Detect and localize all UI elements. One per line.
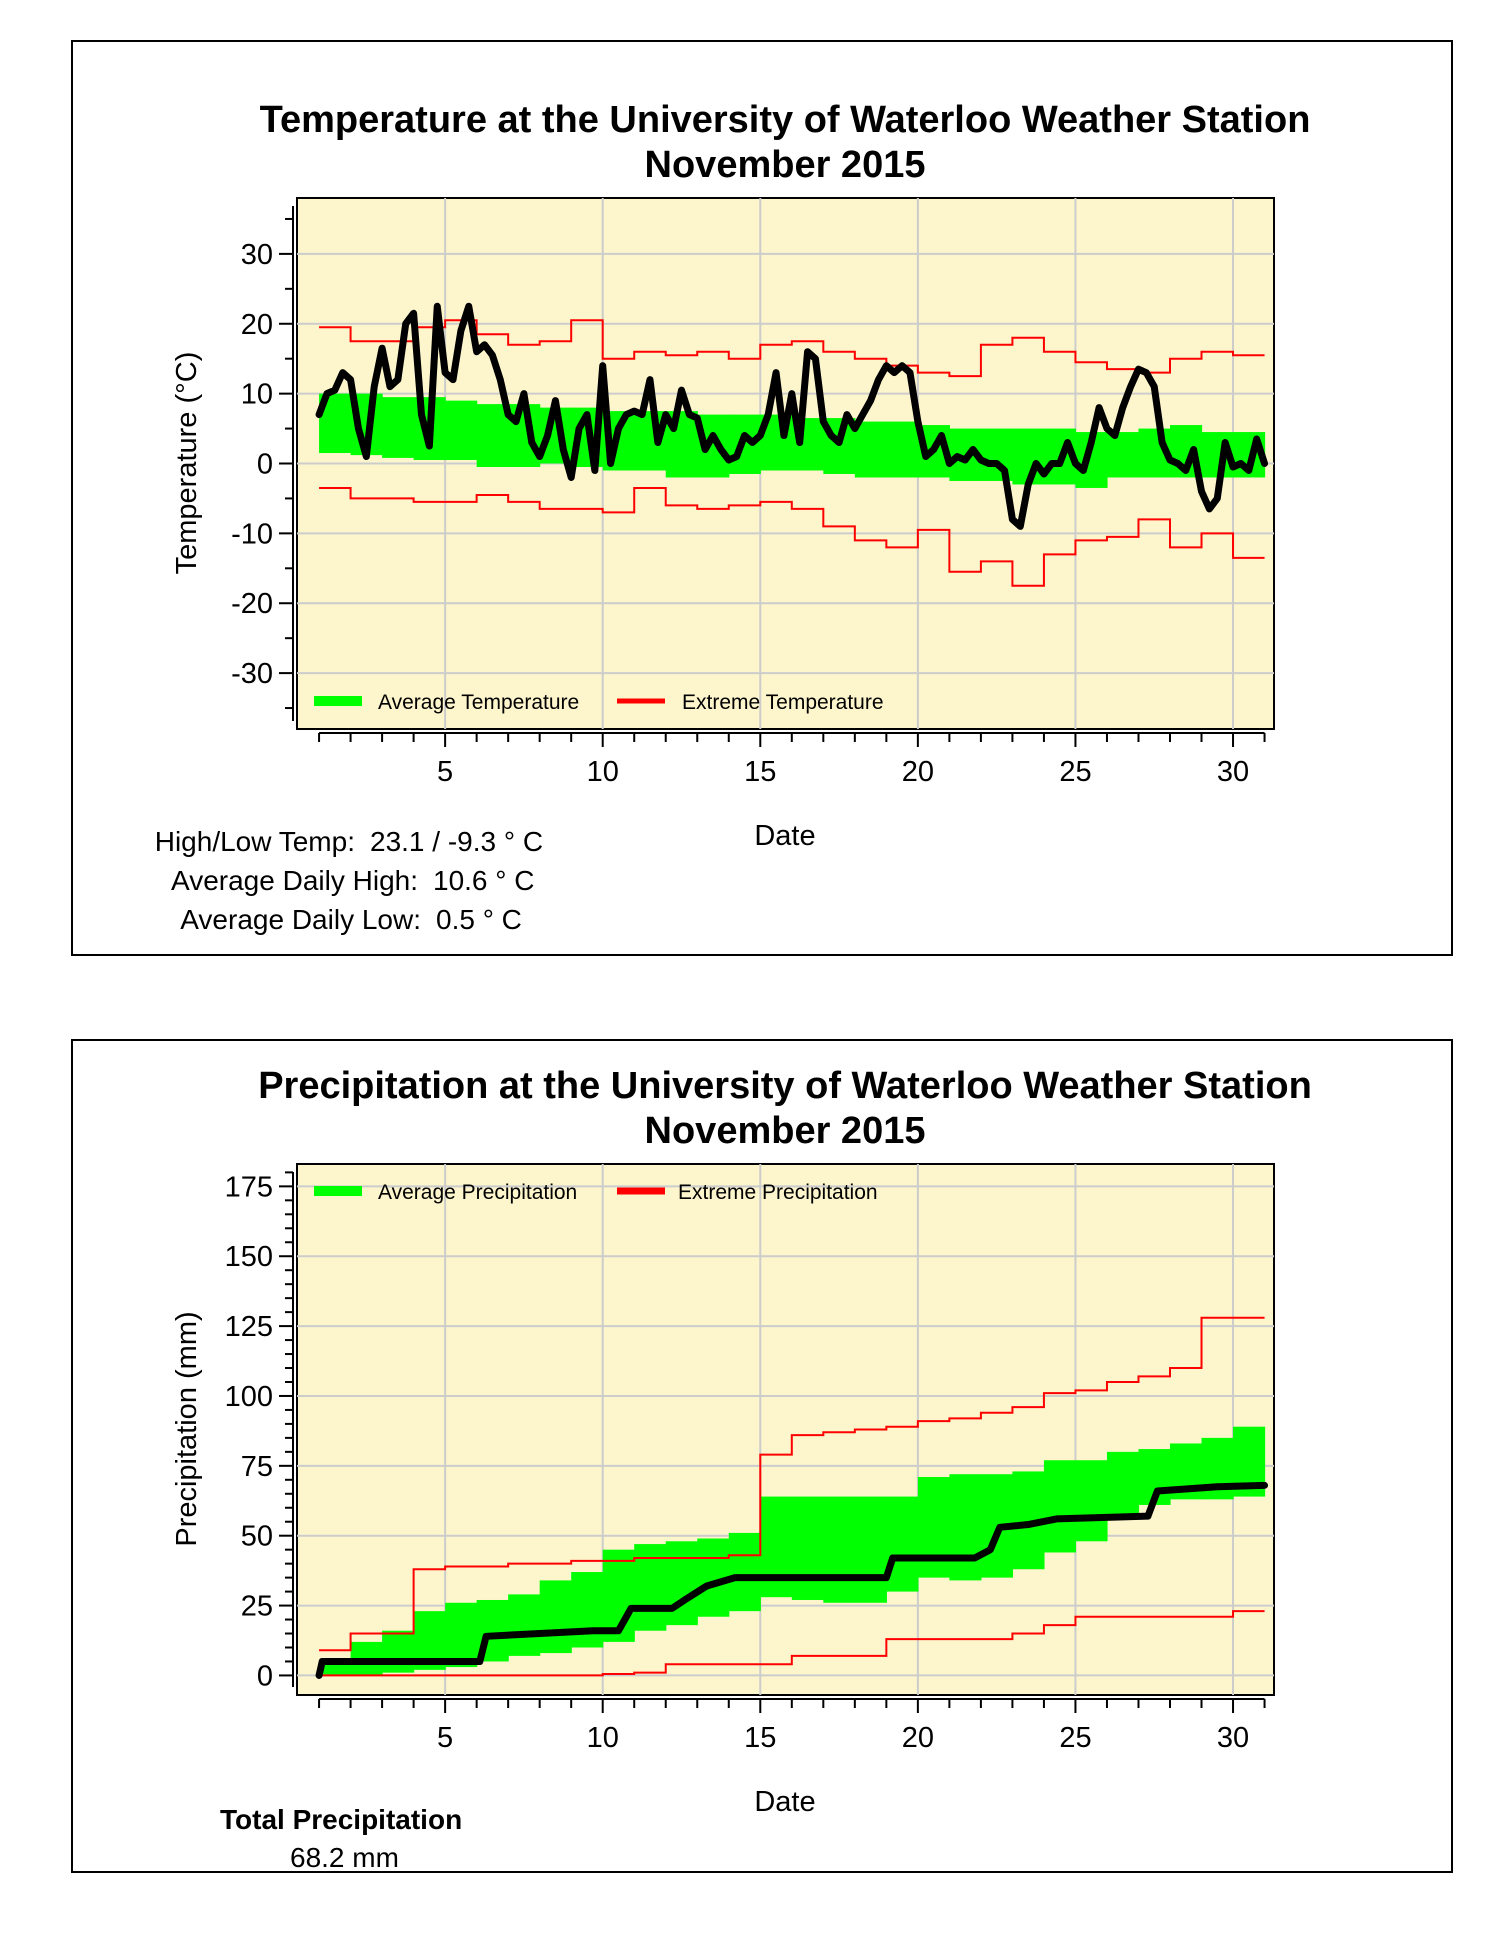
precipitation-extreme-high-line — [319, 1316, 1265, 1652]
precipitation-y-axis-label: Precipitation (mm) — [171, 1311, 203, 1546]
precipitation-x-tick-label: 20 — [902, 1722, 934, 1754]
temperature-y-axis-label: Temperature (°C) — [171, 352, 203, 575]
temperature-x-tick-label: 15 — [744, 756, 776, 788]
precipitation-x-axis-label: Date — [754, 1786, 815, 1818]
average-daily-high-value: 10.6 ° C — [433, 865, 534, 896]
average-daily-low-value: 0.5 ° C — [436, 904, 522, 935]
precipitation-average-band-day — [917, 1477, 950, 1578]
precipitation-y-tick-label: 175 — [225, 1171, 273, 1203]
precipitation-average-band-day — [382, 1630, 415, 1673]
temperature-extreme-lines — [319, 319, 1265, 587]
precipitation-average-band-day — [539, 1580, 572, 1654]
precipitation-average-band-day — [1043, 1460, 1077, 1553]
average-daily-high-label: Average Daily High: — [171, 865, 418, 896]
precipitation-x-tick-label: 30 — [1217, 1722, 1249, 1754]
legend-average-precipitation-label: Average Precipitation — [378, 1181, 577, 1204]
temperature-y-tick-label: 0 — [257, 449, 273, 481]
precipitation-average-band-day — [1075, 1460, 1108, 1542]
legend-extreme-precipitation-label: Extreme Precipitation — [678, 1181, 878, 1204]
precipitation-stats: Total Precipitation 68.2 mm — [220, 1804, 462, 1873]
temperature-x-tick-label: 25 — [1059, 756, 1091, 788]
temperature-extreme-high-line — [319, 319, 1265, 378]
precipitation-extreme-low-line — [319, 1610, 1265, 1677]
temperature-average-band-day — [886, 421, 919, 478]
temperature-y-tick-label: -30 — [231, 658, 273, 690]
precipitation-y-tick-label: 150 — [225, 1241, 273, 1273]
precipitation-y-tick-label: 75 — [241, 1451, 273, 1483]
temperature-stats: High/Low Temp: 23.1 / -9.3 ° C Average D… — [155, 826, 543, 935]
temperature-legend: Average Temperature Extreme Temperature — [314, 691, 884, 714]
precipitation-chart-subtitle: November 2015 — [645, 1110, 926, 1152]
temperature-x-axis: 5 10 15 20 25 30 — [318, 732, 1266, 788]
precipitation-average-band-day — [791, 1496, 824, 1600]
temperature-y-axis: 30 20 10 0 -10 -20 -30 — [231, 206, 294, 721]
precipitation-average-band-day — [728, 1532, 761, 1612]
temperature-average-band-day — [476, 404, 509, 467]
temperature-chart-subtitle: November 2015 — [645, 144, 926, 186]
precipitation-chart-title: Precipitation at the University of Water… — [258, 1065, 1312, 1107]
precipitation-average-band-day — [854, 1496, 887, 1603]
precipitation-y-tick-label: 25 — [241, 1591, 273, 1623]
legend-average-temperature-label: Average Temperature — [378, 691, 579, 714]
precipitation-y-tick-label: 125 — [225, 1311, 273, 1343]
precipitation-average-band-day — [665, 1541, 698, 1626]
precipitation-x-tick-label: 10 — [587, 1722, 619, 1754]
temperature-extreme-low-line — [319, 486, 1265, 587]
precipitation-observed-line — [315, 1481, 1269, 1679]
precipitation-x-tick-label: 25 — [1059, 1722, 1091, 1754]
temperature-average-band-day — [854, 421, 887, 478]
total-precipitation-value: 68.2 mm — [290, 1842, 399, 1873]
high-low-temp-value: 23.1 / -9.3 ° C — [370, 826, 543, 857]
temperature-observed-line — [315, 302, 1269, 530]
precipitation-average-band-day — [760, 1496, 793, 1598]
temperature-y-tick-label: -10 — [231, 518, 273, 550]
precipitation-average-band-day — [508, 1594, 541, 1656]
precipitation-average-band-day — [823, 1496, 856, 1603]
temperature-y-tick-label: 10 — [241, 379, 273, 411]
precipitation-extreme-lines — [319, 1316, 1265, 1677]
legend-extreme-temperature-label: Extreme Temperature — [682, 691, 884, 714]
precipitation-observed — [315, 1481, 1269, 1679]
precipitation-average-band-day — [319, 1664, 352, 1676]
precipitation-x-axis: 5 10 15 20 25 30 — [318, 1698, 1266, 1754]
precipitation-x-tick-label: 5 — [437, 1722, 453, 1754]
temperature-chart-title: Temperature at the University of Waterlo… — [260, 99, 1311, 141]
precipitation-legend: Average Precipitation Extreme Precipitat… — [314, 1181, 878, 1204]
precipitation-average-band-day — [949, 1474, 982, 1581]
temperature-x-tick-label: 30 — [1217, 756, 1249, 788]
precipitation-y-tick-label: 0 — [257, 1660, 273, 1692]
precipitation-y-tick-label: 50 — [241, 1521, 273, 1553]
precipitation-y-tick-label: 100 — [225, 1381, 273, 1413]
precipitation-y-axis: 175 150 125 100 75 50 25 0 — [225, 1171, 294, 1692]
total-precipitation-label: Total Precipitation — [220, 1804, 462, 1835]
temperature-y-tick-label: 30 — [241, 239, 273, 271]
precipitation-average-band-day — [886, 1496, 919, 1592]
precipitation-average-band-day — [1106, 1451, 1140, 1519]
temperature-x-tick-label: 10 — [587, 756, 619, 788]
temperature-x-tick-label: 20 — [902, 756, 934, 788]
temperature-observed — [315, 302, 1269, 530]
precipitation-x-tick-label: 15 — [744, 1722, 776, 1754]
precipitation-average-band-day — [571, 1572, 604, 1648]
temperature-x-tick-label: 5 — [437, 756, 453, 788]
precipitation-average-band-day — [445, 1602, 478, 1668]
temperature-average-band-day — [445, 400, 478, 461]
high-low-temp-label: High/Low Temp: — [155, 826, 355, 857]
temperature-y-tick-label: 20 — [241, 309, 273, 341]
temperature-average-band-day — [382, 397, 415, 458]
average-daily-low-label: Average Daily Low: — [180, 904, 421, 935]
temperature-average-band-day — [1106, 432, 1140, 478]
temperature-x-axis-label: Date — [754, 820, 815, 852]
temperature-y-tick-label: -20 — [231, 588, 273, 620]
